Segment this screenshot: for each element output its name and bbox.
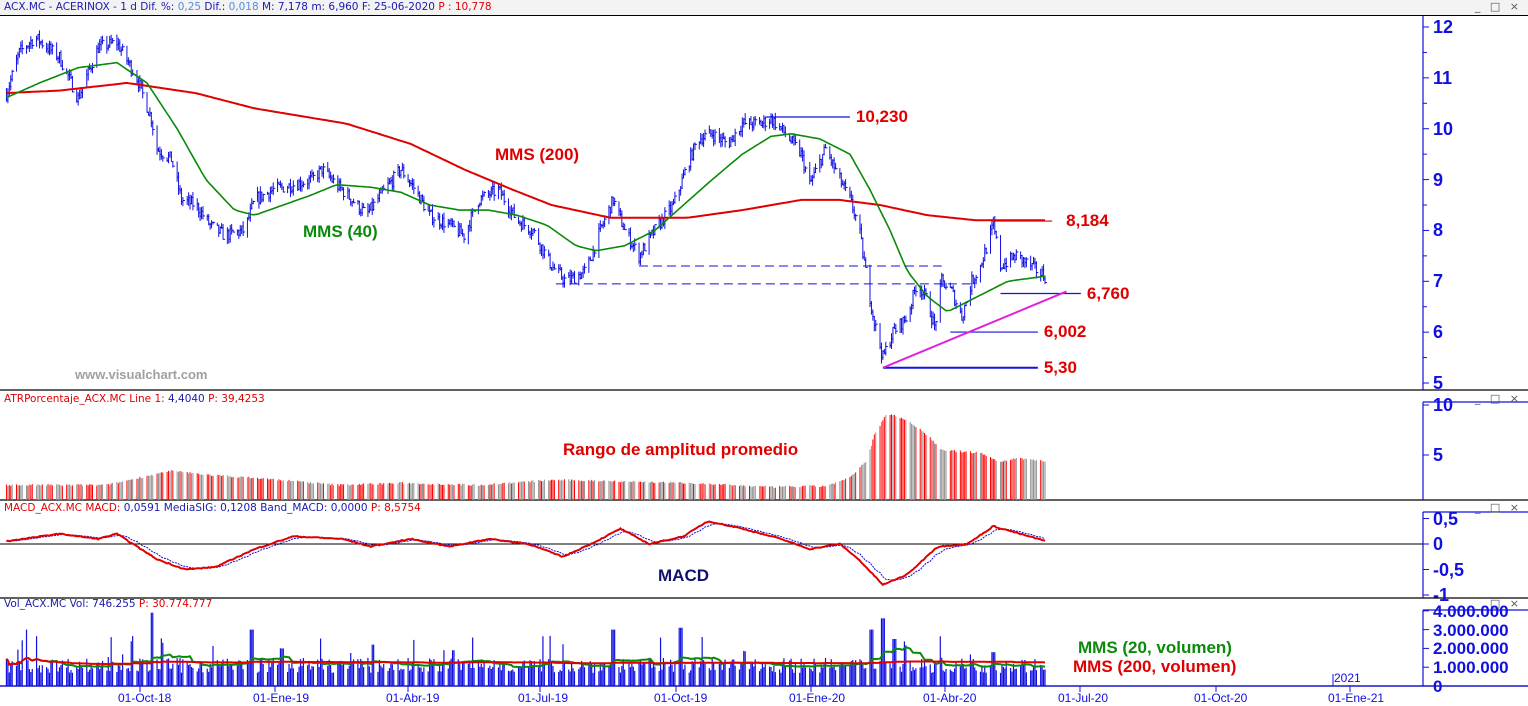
year-marker-label: 2021 xyxy=(1334,671,1361,685)
period-label: 1 d xyxy=(120,1,137,13)
atr-panel-header: ATRPorcentaje_ACX.MC Line 1: 4,4040 P: 3… xyxy=(4,392,265,406)
atr-line1-label: Line 1: xyxy=(129,393,165,405)
macd-label: MACD: xyxy=(85,502,121,514)
vol-name: Vol_ACX.MC xyxy=(4,598,67,610)
vol-panel-header: Vol_ACX.MC Vol: 746.255 P: 30.774.777 xyxy=(4,597,212,611)
x-tick-label: 01-Oct-19 xyxy=(654,691,708,705)
atr-p-value: P: 39,4253 xyxy=(208,393,265,405)
x-tick-label: 01-Oct-20 xyxy=(1194,691,1248,705)
trendline xyxy=(882,290,1067,369)
macd-sig-value: 0,1208 xyxy=(220,502,257,514)
price-tick-label: 11 xyxy=(1433,67,1453,88)
macd-band-label: Band_MACD: xyxy=(260,502,328,514)
macd-p-value: P: 8,5754 xyxy=(370,502,421,514)
x-tick-label: 01-Abr-19 xyxy=(386,691,440,705)
vol-mms20-line xyxy=(5,645,1045,669)
mms40-label: MMS (40) xyxy=(303,222,378,241)
chart-header-bar xyxy=(0,0,1528,16)
price-tick-label: 7 xyxy=(1433,271,1444,292)
macd-line xyxy=(6,520,1046,587)
vol-value: 746.255 xyxy=(92,598,136,610)
mms200-line xyxy=(6,81,1045,222)
price-tick-label: 10 xyxy=(1433,118,1454,139)
level-label: 5,30 xyxy=(1043,357,1077,377)
price-tick-label: 8 xyxy=(1433,220,1444,241)
macd-sig-label: MediaSIG: xyxy=(163,502,217,514)
x-tick-label: 01-Ene-19 xyxy=(253,691,310,705)
vol-tick-label: 2.000.000 xyxy=(1433,639,1509,659)
chart-header-info: ACX.MC - ACERINOX - 1 d Dif. %: 0,25 Dif… xyxy=(4,0,492,14)
macd-name: MACD_ACX.MC xyxy=(4,502,82,514)
x-tick-label: 01-Jul-20 xyxy=(1058,691,1109,705)
dif-label: Dif.: xyxy=(204,1,226,13)
vol-tick-label: 1.000.000 xyxy=(1433,658,1509,678)
symbol-label: ACX.MC - ACERINOX - xyxy=(4,1,117,13)
price-tick-label: 9 xyxy=(1433,169,1444,190)
vol-tick-label: 0 xyxy=(1433,677,1443,696)
atr-title: Rango de amplitud promedio xyxy=(563,440,799,459)
x-tick-label: 01-Ene-21 xyxy=(1328,691,1385,705)
macd-window-buttons[interactable]: _ □ × xyxy=(1474,501,1522,514)
x-tick-label: 01-Abr-20 xyxy=(923,691,977,705)
macd-signal-line xyxy=(6,523,1046,581)
vol-label: Vol: xyxy=(69,598,89,610)
macd-panel-header: MACD_ACX.MC MACD: 0,0591 MediaSIG: 0,120… xyxy=(4,501,421,515)
vol-mms200-line xyxy=(5,656,1045,666)
dif-pct-value: 0,25 xyxy=(177,1,202,13)
macd-value: 0,0591 xyxy=(123,502,161,514)
vol-tick-label: 3.000.000 xyxy=(1433,620,1509,640)
vol-tick-label: 4.000.000 xyxy=(1433,601,1509,621)
price-value: P : 10,778 xyxy=(438,1,492,13)
macd-tick-label: 0,5 xyxy=(1433,508,1459,529)
atr-window-buttons[interactable]: _ □ × xyxy=(1474,392,1522,405)
price-tick-label: 6 xyxy=(1433,322,1444,343)
macd-tick-label: -1 xyxy=(1433,585,1450,605)
macd-title: MACD xyxy=(658,566,709,585)
dif-pct-label: Dif. %: xyxy=(140,1,175,13)
x-tick-label: 01-Ene-20 xyxy=(789,691,846,705)
x-tick-label: 01-Oct-18 xyxy=(118,691,172,705)
main-window-buttons[interactable]: _ □ × xyxy=(1474,0,1522,13)
vol-window-buttons[interactable]: _ □ × xyxy=(1474,597,1522,610)
price-tick-label: 5 xyxy=(1433,373,1444,394)
atr-tick-label: 5 xyxy=(1433,445,1444,465)
level-label: 8,184 xyxy=(1066,211,1109,231)
level-label: 6,760 xyxy=(1086,283,1130,303)
max-value: M: 7,178 xyxy=(261,1,308,13)
mms40-line xyxy=(6,61,1046,312)
dif-value: 0,018 xyxy=(228,1,259,13)
vol-p-value: P: 30.774.777 xyxy=(138,598,213,610)
atr-line1-value: 4,4040 xyxy=(168,393,205,405)
atr-name: ATRPorcentaje_ACX.MC xyxy=(4,393,126,405)
macd-band-value: 0,0000 xyxy=(330,502,368,514)
level-label: 10,230 xyxy=(855,107,908,127)
mms200-label: MMS (200) xyxy=(495,145,580,164)
vol-mms20-label: MMS (20, volumen) xyxy=(1078,638,1232,657)
macd-tick-label: -0,5 xyxy=(1433,559,1465,580)
macd-tick-label: 0 xyxy=(1433,534,1444,554)
min-value: m: 6,960 xyxy=(311,1,359,13)
watermark: www.visualchart.com xyxy=(75,367,208,382)
vol-mms200-label: MMS (200, volumen) xyxy=(1073,657,1237,676)
level-label: 6,002 xyxy=(1043,322,1087,342)
price-tick-label: 12 xyxy=(1433,17,1454,37)
x-tick-label: 01-Jul-19 xyxy=(518,691,569,705)
atr-tick-label: 10 xyxy=(1433,395,1454,415)
date-value: F: 25-06-2020 xyxy=(361,1,435,13)
